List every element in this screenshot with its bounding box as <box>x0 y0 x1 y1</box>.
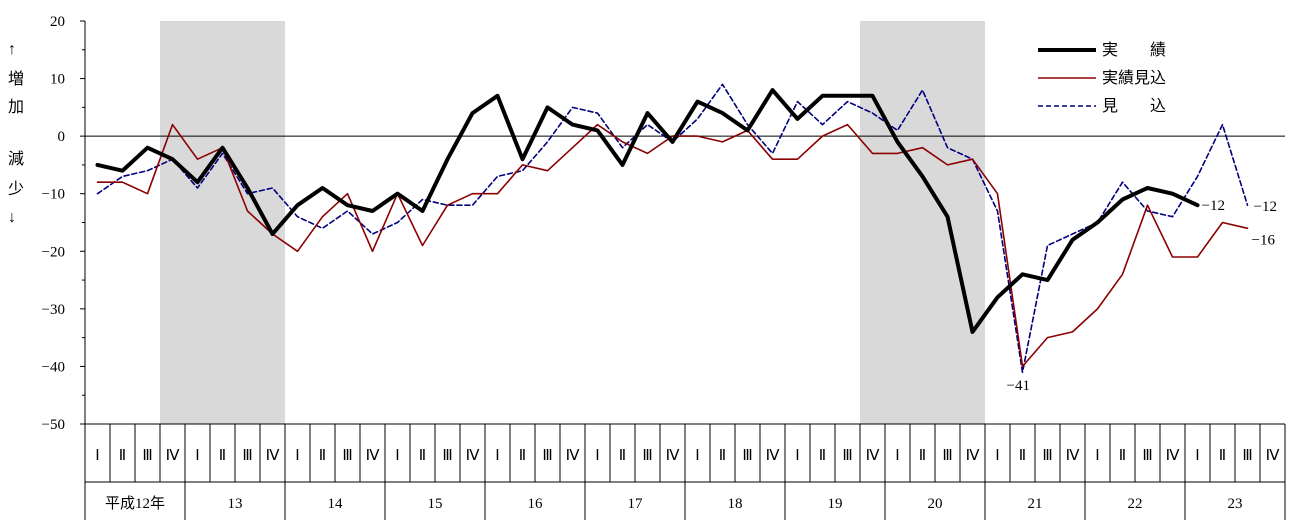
value-annotation: −12 <box>1202 198 1225 214</box>
quarter-label: Ⅰ <box>795 448 799 464</box>
quarter-label: Ⅳ <box>466 448 480 464</box>
quarter-label: Ⅲ <box>1042 448 1052 464</box>
year-label: 23 <box>1228 496 1243 512</box>
value-annotation: −41 <box>1007 378 1030 394</box>
year-label: 13 <box>228 496 243 512</box>
legend-label: 見 込 <box>1102 97 1166 115</box>
year-label: 15 <box>428 496 443 512</box>
quarter-label: Ⅱ <box>419 448 426 464</box>
quarter-label: Ⅱ <box>219 448 226 464</box>
quarter-label: Ⅰ <box>295 448 299 464</box>
y-tick-label: −50 <box>42 417 65 433</box>
quarter-label: Ⅲ <box>742 448 752 464</box>
quarter-label: Ⅳ <box>1066 448 1080 464</box>
quarter-label: Ⅱ <box>1019 448 1026 464</box>
y-tick-label: −10 <box>42 187 65 203</box>
quarter-label: Ⅱ <box>119 448 126 464</box>
year-label: 14 <box>328 496 344 512</box>
quarter-label: Ⅳ <box>566 448 580 464</box>
quarter-label: Ⅰ <box>1195 448 1199 464</box>
year-label: 20 <box>928 496 943 512</box>
quarter-label: Ⅳ <box>1166 448 1180 464</box>
recession-shade <box>860 21 985 424</box>
quarter-label: Ⅲ <box>342 448 352 464</box>
quarter-label: Ⅰ <box>995 448 999 464</box>
quarter-label: Ⅰ <box>595 448 599 464</box>
quarter-label: Ⅲ <box>142 448 152 464</box>
quarter-label: Ⅰ <box>695 448 699 464</box>
quarter-label: Ⅲ <box>242 448 252 464</box>
quarter-label: Ⅲ <box>542 448 552 464</box>
y-tick-label: −30 <box>42 302 65 318</box>
quarter-label: Ⅲ <box>942 448 952 464</box>
quarter-label: Ⅰ <box>395 448 399 464</box>
quarter-label: Ⅰ <box>495 448 499 464</box>
quarter-label: Ⅲ <box>842 448 852 464</box>
quarter-label: Ⅱ <box>519 448 526 464</box>
quarter-label: Ⅲ <box>442 448 452 464</box>
quarter-label: Ⅱ <box>1119 448 1126 464</box>
value-annotation: −16 <box>1252 232 1276 248</box>
quarter-label: Ⅳ <box>1266 448 1280 464</box>
quarter-label: Ⅱ <box>819 448 826 464</box>
quarter-label: Ⅰ <box>1095 448 1099 464</box>
year-label: 16 <box>528 496 544 512</box>
year-label: 平成12年 <box>105 495 165 512</box>
value-annotations: −12 −12 −16 −41 <box>1007 198 1277 394</box>
quarter-label: Ⅳ <box>866 448 880 464</box>
quarter-label: Ⅳ <box>966 448 980 464</box>
y-tick-label: 0 <box>58 129 66 145</box>
quarter-label: Ⅱ <box>919 448 926 464</box>
quarter-label: Ⅱ <box>719 448 726 464</box>
quarter-label: Ⅰ <box>195 448 199 464</box>
quarter-label: Ⅰ <box>95 448 99 464</box>
y-tick-label: 20 <box>50 14 65 30</box>
y-tick-label: −40 <box>42 359 65 375</box>
value-annotation: −12 <box>1254 199 1277 215</box>
quarter-label: Ⅱ <box>319 448 326 464</box>
quarter-label: Ⅲ <box>642 448 652 464</box>
quarter-label: Ⅳ <box>266 448 280 464</box>
quarter-label: Ⅲ <box>1242 448 1252 464</box>
quarter-label: Ⅰ <box>895 448 899 464</box>
year-label: 21 <box>1028 496 1043 512</box>
y-tick-label: 10 <box>50 72 65 88</box>
quarter-label: Ⅳ <box>666 448 680 464</box>
legend-label: 実績見込 <box>1102 69 1166 87</box>
quarter-label: Ⅱ <box>1219 448 1226 464</box>
legend-label: 実 績 <box>1102 41 1166 59</box>
year-label: 17 <box>628 496 644 512</box>
quarter-label: Ⅱ <box>619 448 626 464</box>
quarter-label: Ⅳ <box>166 448 180 464</box>
year-label: 18 <box>728 496 743 512</box>
quarter-label: Ⅳ <box>366 448 380 464</box>
quarter-label: Ⅳ <box>766 448 780 464</box>
quarter-label: Ⅲ <box>1142 448 1152 464</box>
y-tick-label: −20 <box>42 244 65 260</box>
year-label: 22 <box>1128 496 1143 512</box>
y-ticks: 20 10 0 −10 −20 −30 −40 −50 <box>42 14 85 433</box>
year-label: 19 <box>828 496 843 512</box>
